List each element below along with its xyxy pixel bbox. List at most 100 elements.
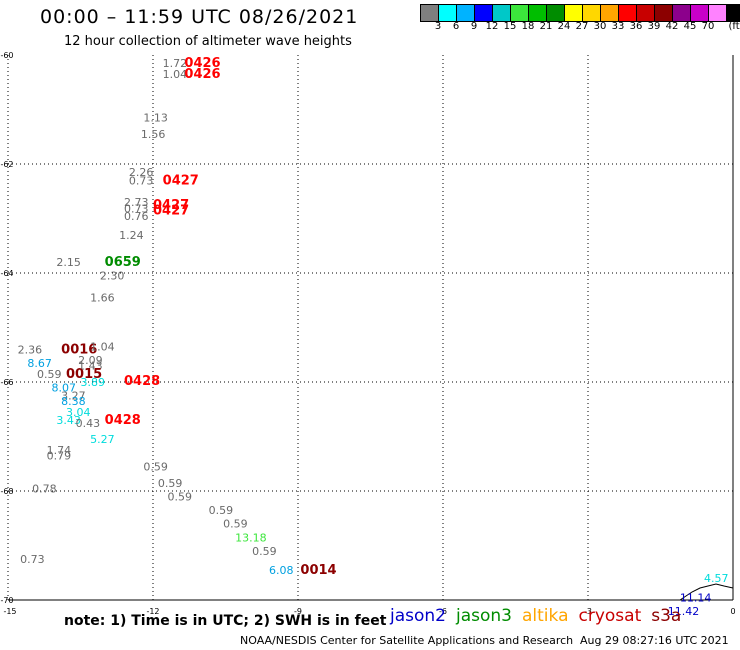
longitude-tick-label: -3 [584,607,592,616]
page-title: 00:00 – 11:59 UTC 08/26/2021 [40,6,359,28]
pass-time-label: 0428 [105,413,141,428]
wave-height-value: 3.43 [56,414,80,427]
wave-height-value: 1.13 [143,112,168,125]
colorbar-label: 24 [557,21,571,32]
colorbar-swatch [529,5,547,21]
pass-time-label: 0427 [153,198,189,213]
colorbar-swatch [637,5,655,21]
antarctic-coastline [679,583,734,601]
wave-height-value: 0.59 [209,504,234,517]
wave-height-value: 8.07 [52,381,77,394]
colorbar-swatch [709,5,727,21]
colorbar-label: 39 [647,21,661,32]
wave-height-value: 11.42 [668,605,700,618]
wave-height-value: 0.59 [252,545,276,558]
colorbar-label: 3 [434,21,442,32]
wave-height-value: 6.08 [269,564,294,577]
wave-height-value: 13.18 [235,531,267,544]
wave-height-value: 0.59 [37,368,62,381]
legend-item-jason2: jason2 [390,606,446,626]
colorbar-label: 21 [539,21,553,32]
wave-height-value: 0.73 [124,203,149,216]
footer-timestamp: Aug 29 08:27:16 UTC 2021 [580,634,729,647]
latitude-tick-label: -60 [0,51,13,60]
wave-height-value: 1.43 [78,360,103,373]
latitude-tick-label: -64 [0,269,13,278]
colorbar-swatch [547,5,565,21]
longitude-tick-label: -12 [146,607,159,616]
page-subtitle: 12 hour collection of altimeter wave hei… [64,34,352,49]
wave-height-value: 2.73 [124,196,149,209]
legend-item-jason3: jason3 [456,606,512,626]
wave-height-value: 1.04 [90,341,115,354]
wave-height-value: 4.57 [704,572,729,585]
wave-height-value: 2.09 [78,354,103,367]
wave-height-value: 2.15 [56,256,80,269]
colorbar-label: 15 [503,21,517,32]
wave-height-value: 1.56 [141,128,166,141]
map-grid [7,55,734,601]
pass-time-label: 0016 [61,342,97,357]
colorbar-swatch [691,5,709,21]
colorbar-label: 9 [470,21,478,32]
longitude-tick-label: 0 [730,607,735,616]
colorbar-label: 18 [521,21,535,32]
wave-height-value: 3.89 [81,376,106,389]
colorbar-swatch [601,5,619,21]
colorbar-swatch [583,5,601,21]
wave-height-value: 2.26 [129,166,154,179]
wave-height-value: 0.79 [47,450,72,463]
colorbar-swatch [565,5,583,21]
colorbar-swatch [475,5,493,21]
colorbar-swatch [511,5,529,21]
colorbar-label: 42 [665,21,679,32]
colorbar-swatch [655,5,673,21]
wave-height-value: 8.38 [61,395,86,408]
wave-height-value: 1.66 [90,292,115,305]
pass-time-label: 0426 [184,56,220,71]
colorbar-swatch [493,5,511,21]
wave-height-colorbar [420,4,740,22]
colorbar-label: 27 [575,21,589,32]
colorbar-swatch [439,5,457,21]
wave-height-value: 0.59 [223,518,248,531]
wave-height-value: 0.59 [143,460,168,473]
pass-time-label: 0015 [66,367,102,382]
wave-height-value: 1.74 [47,444,72,457]
wave-height-value: 0.59 [168,490,193,503]
pass-time-label: 0426 [184,67,220,82]
latitude-tick-label: -62 [0,160,13,169]
legend-item-altika: altika [522,606,569,626]
longitude-tick-label: -9 [294,607,302,616]
colorbar-label: 70 [701,21,715,32]
pass-time-label: 0428 [124,374,160,389]
wave-height-value: 0.59 [158,477,183,490]
colorbar-swatch [673,5,691,21]
pass-time-label: 0427 [153,203,189,218]
colorbar-swatch [457,5,475,21]
pass-time-label: 0659 [105,255,141,270]
wave-height-value: 1.24 [119,229,143,242]
wave-height-value: 0.73 [129,174,154,187]
wave-height-value: 1.04 [163,68,188,81]
wave-height-value: 11.14 [680,591,712,604]
colorbar-label: 33 [611,21,625,32]
wave-height-value: 0.43 [76,417,101,430]
wave-height-value: 1.72 [163,57,188,70]
wave-height-value: 8.67 [27,357,52,370]
colorbar-swatch [421,5,439,21]
colorbar-label: 45 [683,21,697,32]
pass-time-label: 0427 [163,173,199,188]
wave-height-value: 3.04 [66,406,91,419]
colorbar-label: 12 [485,21,499,32]
colorbar-label: 36 [629,21,643,32]
longitude-tick-label: -15 [3,607,16,616]
wave-height-value: 0.73 [20,553,45,566]
colorbar-swatch [727,5,740,21]
longitude-tick-label: -6 [439,607,447,616]
footer-credit: NOAA/NESDIS Center for Satellite Applica… [240,634,574,647]
latitude-tick-label: -66 [0,378,13,387]
colorbar-label: 6 [452,21,460,32]
